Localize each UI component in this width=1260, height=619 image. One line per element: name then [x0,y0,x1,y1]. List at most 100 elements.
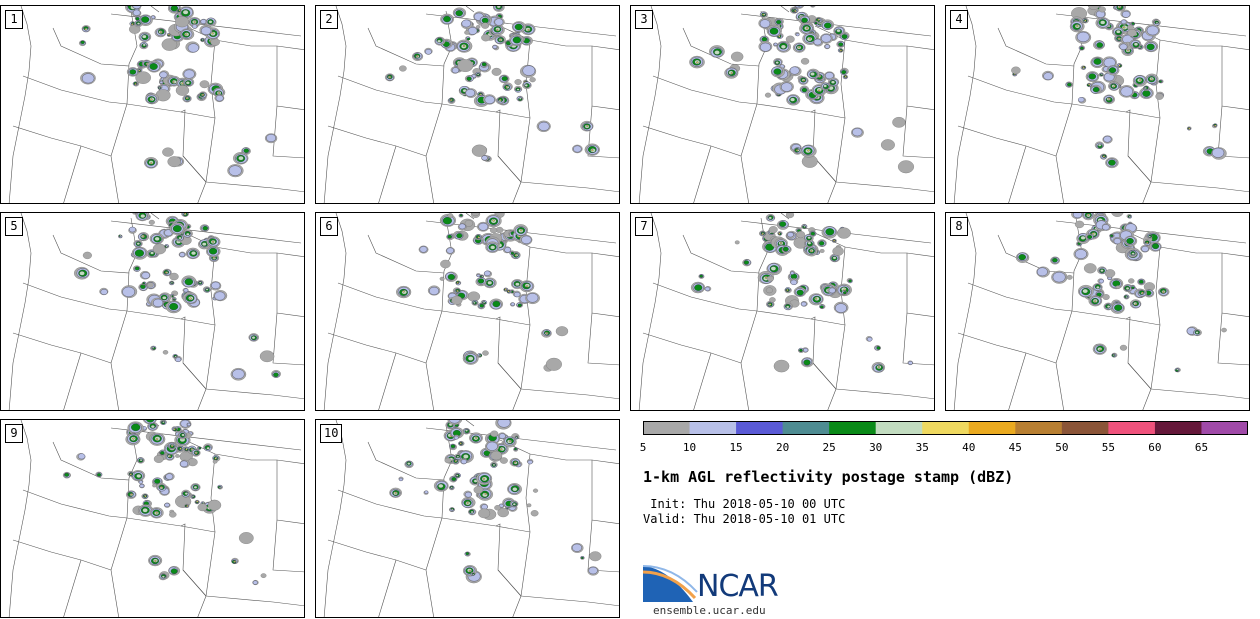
reflectivity-cell [470,510,474,514]
reflectivity-cell [466,501,469,504]
reflectivity-cell [129,226,136,233]
reflectivity-cell [761,233,764,236]
reflectivity-cell [442,217,452,225]
reflectivity-cell [1125,286,1130,290]
state-boundary [52,234,130,274]
reflectivity-cell [572,543,582,552]
state-boundary [740,13,932,37]
reflectivity-cell [824,44,830,49]
reflectivity-cell [813,38,822,46]
reflectivity-cell [481,17,489,24]
reflectivity-cell [839,49,842,52]
state-boundary [276,46,304,111]
state-boundary [63,352,82,410]
reflectivity-cell [457,59,474,72]
state-boundary [997,27,1075,67]
reflectivity-cell [438,483,444,489]
reflectivity-cell [174,355,177,358]
reflectivity-cell [1043,72,1053,80]
reflectivity-cell [466,37,470,41]
reflectivity-cell [1159,80,1162,83]
state-boundary [126,103,216,119]
state-boundary [110,220,302,244]
reflectivity-cell [184,492,189,496]
reflectivity-cell [538,121,550,131]
state-boundary [906,253,934,318]
reflectivity-cell [1176,368,1179,371]
state-boundary [327,125,427,157]
reflectivity-cell [1079,46,1084,50]
reflectivity-cell [154,236,160,241]
colorbar-tick-label: 45 [1008,441,1022,454]
reflectivity-cell [743,260,750,265]
reflectivity-cell [833,239,836,242]
reflectivity-cell [1125,296,1128,298]
reflectivity-cell [790,97,796,102]
reflectivity-cell [202,242,207,246]
reflectivity-cell [591,149,594,152]
reflectivity-cell [202,501,205,504]
map-svg [953,213,1249,410]
reflectivity-cell [588,566,598,575]
reflectivity-cell [481,275,484,278]
reflectivity-cell [526,503,532,508]
reflectivity-cell [259,350,275,363]
member-label: 6 [320,217,338,236]
reflectivity-cell [135,71,151,84]
reflectivity-cell [499,433,506,439]
reflectivity-cell [153,455,164,463]
reflectivity-cell [1155,93,1164,100]
map-panel-1: 1 [0,5,305,204]
reflectivity-cell [852,128,863,137]
state-boundary [906,46,934,111]
reflectivity-cell [201,38,204,41]
reflectivity-cell [801,87,808,93]
state-boundary [276,460,304,525]
reflectivity-cell [185,81,190,85]
reflectivity-cell [1131,22,1135,25]
reflectivity-cell [201,26,212,35]
reflectivity-cell [450,486,453,489]
map-svg [638,213,934,410]
reflectivity-cell [1092,86,1100,93]
reflectivity-cell [1098,6,1106,13]
state-boundary [1127,155,1152,183]
reflectivity-cell [877,366,880,369]
state-boundary [12,539,112,571]
state-boundary [497,362,522,390]
reflectivity-cell [490,245,496,250]
state-boundary [337,282,443,312]
reflectivity-cell [131,423,141,432]
reflectivity-cell [140,214,146,219]
reflectivity-cell [456,281,459,284]
map-svg [638,6,934,203]
reflectivity-cell [490,430,499,437]
reflectivity-cell [800,57,810,65]
reflectivity-cell [759,19,771,28]
reflectivity-cell [1087,6,1100,10]
reflectivity-cell [1111,213,1124,217]
map-svg [323,213,619,410]
reflectivity-cell [475,436,478,439]
state-boundary [967,282,1073,312]
reflectivity-cell [425,49,432,55]
state-boundary [810,109,934,193]
state-boundary [63,559,82,617]
colorbar-segment [922,421,970,435]
reflectivity-cell [527,460,533,465]
reflectivity-cell [1052,272,1066,283]
reflectivity-cell [181,433,185,437]
reflectivity-cell [807,241,812,245]
reflectivity-cell [173,428,176,431]
reflectivity-cell [1018,254,1026,261]
reflectivity-cell [473,485,484,494]
reflectivity-cell [586,124,589,127]
map-panel-6: 6 [315,212,620,411]
reflectivity-cell [764,92,772,98]
reflectivity-cell [484,270,491,276]
reflectivity-cell [429,286,439,295]
state-boundary [1008,352,1027,410]
reflectivity-cell [448,420,461,424]
reflectivity-cell [459,442,462,445]
reflectivity-cell [768,216,772,220]
